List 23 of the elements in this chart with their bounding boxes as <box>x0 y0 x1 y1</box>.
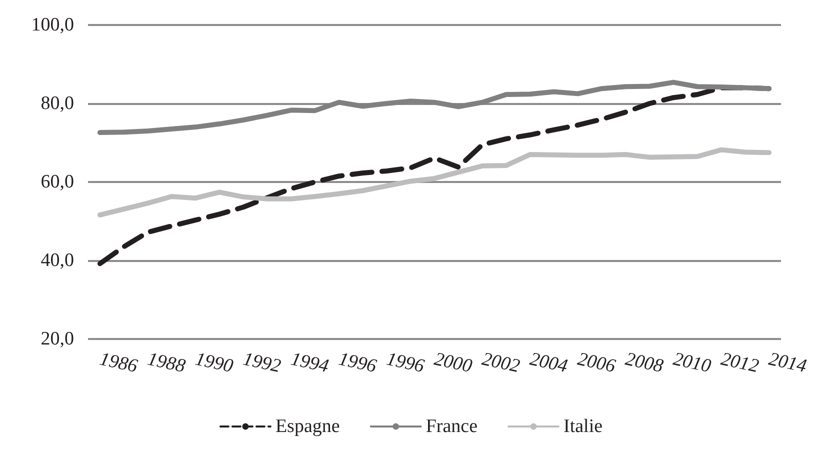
x-tick-label: 1992 <box>241 348 284 378</box>
x-tick-label: 2000 <box>432 348 474 378</box>
x-tick-label: 1988 <box>146 348 188 378</box>
x-tick-label: 2002 <box>480 348 522 378</box>
x-tick-label: 2004 <box>528 348 570 378</box>
x-tick-label: 2006 <box>576 348 618 378</box>
x-tick-label: 2010 <box>671 348 714 378</box>
x-tick-label: 2012 <box>719 348 762 378</box>
x-tick-label: 2014 <box>766 348 809 378</box>
legend-label: Espagne <box>275 416 340 437</box>
x-tick-label: 1986 <box>98 348 140 378</box>
x-tick-label: 1994 <box>288 348 331 378</box>
y-tick-label: 80,0 <box>40 93 74 114</box>
x-tick-label: 2008 <box>623 348 666 378</box>
x-tick-label: 1996 <box>336 348 379 378</box>
y-tick-label: 20,0 <box>40 328 74 350</box>
legend-label: Italie <box>564 416 603 437</box>
y-tick-label: 40,0 <box>40 250 74 271</box>
x-tick-label: 1990 <box>193 348 236 378</box>
x-tick-label: 1996 <box>384 348 427 378</box>
y-tick-label: 100,0 <box>31 14 74 36</box>
legend-label: France <box>426 416 478 437</box>
y-tick-label: 60,0 <box>40 172 74 192</box>
